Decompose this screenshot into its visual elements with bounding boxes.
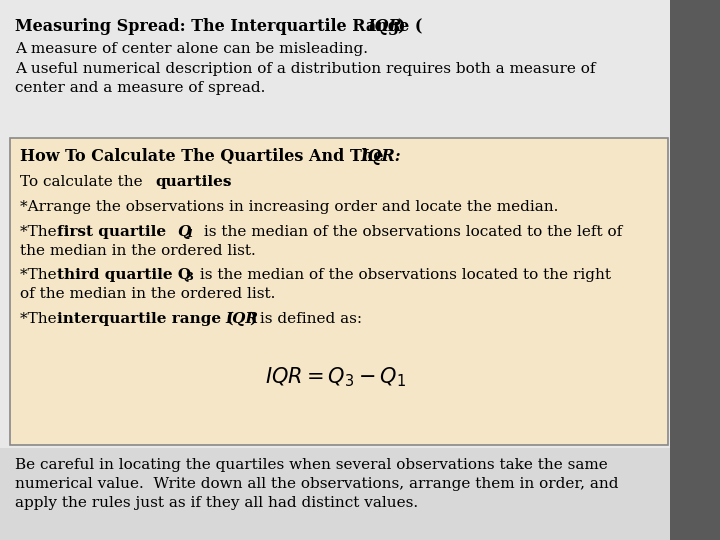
Text: IQR: IQR (367, 18, 402, 35)
Bar (670, 0, 720, 540)
Text: A useful numerical description of a distribution requires both a measure of: A useful numerical description of a dist… (15, 62, 595, 76)
Text: To calculate the: To calculate the (20, 175, 148, 189)
Text: interquartile range (: interquartile range ( (57, 312, 233, 326)
Text: *The: *The (20, 268, 61, 282)
Text: *Arrange the observations in increasing order and locate the median.: *Arrange the observations in increasing … (20, 200, 559, 214)
FancyBboxPatch shape (10, 138, 668, 445)
Text: IQR: IQR (225, 312, 258, 326)
Text: IQR:: IQR: (360, 148, 400, 165)
Text: quartiles: quartiles (155, 175, 232, 189)
Text: of the median in the ordered list.: of the median in the ordered list. (20, 287, 275, 301)
Text: 3: 3 (185, 271, 193, 282)
Text: :: : (222, 175, 228, 189)
Text: Be careful in locating the quartiles when several observations take the same: Be careful in locating the quartiles whe… (15, 458, 608, 472)
Text: is defined as:: is defined as: (255, 312, 362, 326)
Text: Q: Q (177, 225, 190, 239)
Text: 1: 1 (185, 228, 193, 239)
Text: is the median of the observations located to the right: is the median of the observations locate… (195, 268, 611, 282)
Text: *The: *The (20, 225, 61, 239)
Text: the median in the ordered list.: the median in the ordered list. (20, 244, 256, 258)
Bar (0, 448, 670, 540)
Text: ): ) (397, 18, 405, 35)
Text: *The: *The (20, 312, 61, 326)
Text: Measuring Spread: The Interquartile Range (: Measuring Spread: The Interquartile Rang… (15, 18, 423, 35)
Text: is the median of the observations located to the left of: is the median of the observations locate… (199, 225, 622, 239)
Text: center and a measure of spread.: center and a measure of spread. (15, 81, 266, 95)
Text: ): ) (249, 312, 256, 326)
Text: apply the rules just as if they all had distinct values.: apply the rules just as if they all had … (15, 496, 418, 510)
Text: $\mathit{IQR = Q_3 - Q_1}$: $\mathit{IQR = Q_3 - Q_1}$ (264, 365, 405, 389)
Text: first quartile: first quartile (57, 225, 171, 239)
Text: A measure of center alone can be misleading.: A measure of center alone can be mislead… (15, 42, 368, 56)
Text: How To Calculate The Quartiles And The: How To Calculate The Quartiles And The (20, 148, 389, 165)
Text: numerical value.  Write down all the observations, arrange them in order, and: numerical value. Write down all the obse… (15, 477, 618, 491)
Text: third quartile Q: third quartile Q (57, 268, 191, 282)
